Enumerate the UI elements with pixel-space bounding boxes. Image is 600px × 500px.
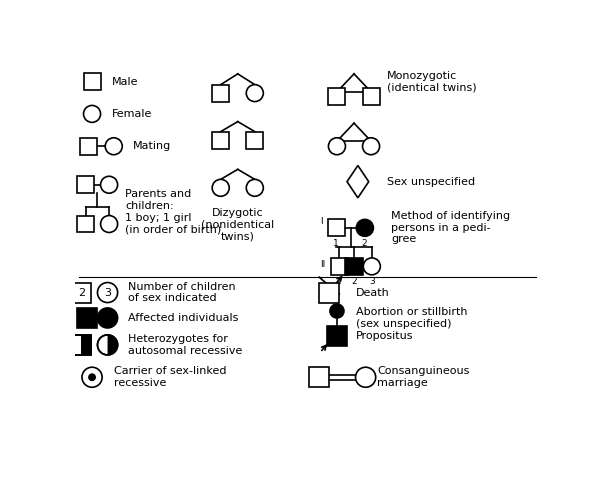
- Bar: [212, 84, 229, 102]
- Circle shape: [356, 220, 373, 236]
- Text: 2: 2: [351, 277, 357, 286]
- Text: Abortion or stillbirth
(sex unspecified): Abortion or stillbirth (sex unspecified): [356, 307, 467, 329]
- Bar: [331, 258, 348, 275]
- Text: Female: Female: [112, 109, 152, 119]
- Text: 2: 2: [361, 240, 367, 248]
- Circle shape: [328, 138, 346, 154]
- Circle shape: [97, 308, 118, 328]
- Text: 3: 3: [369, 277, 374, 286]
- Text: Monozygotic
(identical twins): Monozygotic (identical twins): [386, 71, 476, 92]
- Bar: [328, 220, 346, 236]
- Circle shape: [330, 304, 344, 318]
- Text: Number of children
of sex indicated: Number of children of sex indicated: [128, 282, 235, 304]
- Bar: [327, 326, 347, 345]
- Circle shape: [101, 216, 118, 232]
- Circle shape: [82, 367, 102, 387]
- Text: Consanguineous
marriage: Consanguineous marriage: [377, 366, 470, 388]
- Bar: [319, 282, 339, 302]
- Text: Propositus: Propositus: [356, 330, 413, 340]
- Text: Death: Death: [356, 288, 389, 298]
- Text: Sex unspecified: Sex unspecified: [386, 176, 475, 186]
- Text: Carrier of sex-linked
recessive: Carrier of sex-linked recessive: [114, 366, 226, 388]
- Text: 1: 1: [334, 240, 339, 248]
- Bar: [81, 335, 91, 355]
- Circle shape: [246, 84, 263, 102]
- Bar: [362, 88, 380, 106]
- Wedge shape: [107, 335, 118, 355]
- Circle shape: [364, 258, 380, 275]
- Text: Male: Male: [112, 76, 139, 86]
- Bar: [212, 132, 229, 148]
- Text: Method of identifying
persons in a pedi-
gree: Method of identifying persons in a pedi-…: [391, 212, 511, 244]
- Bar: [346, 258, 362, 275]
- Text: Affected individuals: Affected individuals: [128, 313, 238, 323]
- Text: 1: 1: [337, 277, 342, 286]
- Bar: [71, 335, 91, 355]
- Bar: [77, 308, 97, 328]
- Text: Dizygotic
(nonidentical
twins): Dizygotic (nonidentical twins): [201, 208, 274, 241]
- Circle shape: [246, 180, 263, 196]
- Text: Mating: Mating: [133, 141, 172, 151]
- Text: II: II: [320, 260, 325, 270]
- Circle shape: [101, 176, 118, 193]
- Circle shape: [362, 138, 380, 154]
- Polygon shape: [347, 166, 369, 198]
- Bar: [77, 216, 94, 232]
- Text: Heterozygotes for
autosomal recessive: Heterozygotes for autosomal recessive: [128, 334, 242, 355]
- Text: I: I: [320, 218, 323, 226]
- Bar: [80, 138, 97, 154]
- Circle shape: [97, 335, 118, 355]
- Circle shape: [105, 138, 122, 154]
- Bar: [328, 88, 346, 106]
- Bar: [71, 335, 91, 355]
- Bar: [309, 367, 329, 387]
- Circle shape: [97, 282, 118, 302]
- Bar: [77, 176, 94, 193]
- Text: 2: 2: [77, 288, 85, 298]
- Bar: [83, 73, 101, 90]
- Bar: [246, 132, 263, 148]
- Text: Parents and
children:
1 boy; 1 girl
(in order of birth): Parents and children: 1 boy; 1 girl (in …: [125, 190, 221, 234]
- Circle shape: [89, 374, 95, 380]
- Circle shape: [212, 180, 229, 196]
- Circle shape: [83, 106, 101, 122]
- Circle shape: [356, 367, 376, 387]
- Text: 3: 3: [104, 288, 111, 298]
- Bar: [71, 282, 91, 302]
